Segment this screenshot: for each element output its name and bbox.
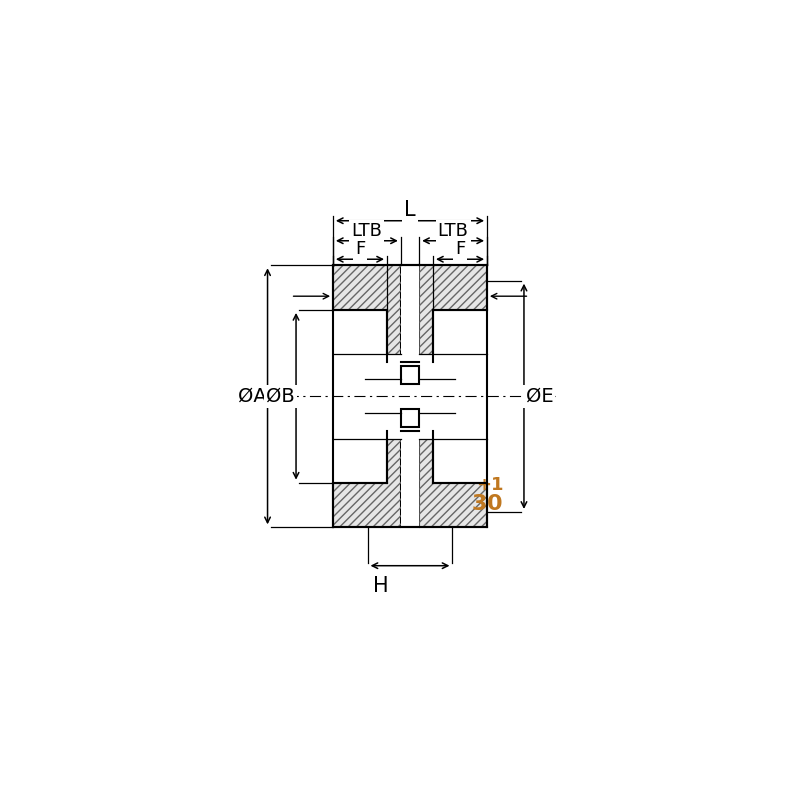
- Polygon shape: [366, 366, 454, 384]
- Polygon shape: [333, 266, 401, 362]
- Bar: [401, 264, 419, 529]
- Text: ØE: ØE: [526, 387, 553, 406]
- Text: F: F: [355, 240, 365, 258]
- Text: LTB: LTB: [438, 222, 469, 240]
- Polygon shape: [366, 409, 454, 427]
- Bar: [419, 354, 487, 438]
- Bar: [401, 409, 419, 427]
- Text: LTB: LTB: [351, 222, 382, 240]
- Polygon shape: [419, 266, 487, 362]
- Text: ØA: ØA: [238, 387, 266, 406]
- Text: L: L: [404, 200, 416, 220]
- Text: ØB: ØB: [266, 387, 295, 406]
- Text: 3: 3: [472, 494, 487, 514]
- Text: +1: +1: [476, 476, 504, 494]
- Polygon shape: [419, 431, 487, 527]
- Bar: [401, 366, 419, 384]
- Text: 0: 0: [487, 494, 502, 514]
- Polygon shape: [333, 431, 401, 527]
- Bar: [333, 354, 401, 438]
- Text: F: F: [455, 240, 465, 258]
- Text: H: H: [373, 577, 389, 597]
